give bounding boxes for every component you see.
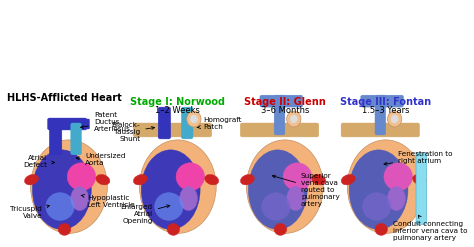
Ellipse shape: [262, 193, 290, 221]
Ellipse shape: [205, 174, 219, 185]
FancyBboxPatch shape: [49, 121, 62, 155]
Text: Stage I: Norwood: Stage I: Norwood: [130, 97, 225, 107]
Text: Stage II: Glenn: Stage II: Glenn: [244, 97, 326, 107]
FancyBboxPatch shape: [380, 95, 403, 107]
FancyBboxPatch shape: [341, 123, 419, 137]
Ellipse shape: [240, 174, 255, 185]
Ellipse shape: [31, 140, 107, 233]
Text: Patent
Ductus
Arteriosus: Patent Ductus Arteriosus: [81, 112, 131, 132]
FancyBboxPatch shape: [133, 123, 212, 137]
Ellipse shape: [375, 224, 387, 235]
FancyBboxPatch shape: [361, 95, 386, 107]
Text: 1–2 Weeks: 1–2 Weeks: [155, 106, 200, 115]
Ellipse shape: [387, 187, 405, 210]
Ellipse shape: [58, 224, 71, 235]
FancyBboxPatch shape: [182, 107, 193, 139]
FancyBboxPatch shape: [416, 153, 427, 225]
Ellipse shape: [139, 140, 216, 233]
Ellipse shape: [274, 224, 287, 235]
Ellipse shape: [387, 111, 402, 127]
Ellipse shape: [347, 140, 424, 233]
FancyBboxPatch shape: [47, 118, 87, 130]
Text: HLHS-Afflicted Heart: HLHS-Afflicted Heart: [7, 93, 122, 103]
Ellipse shape: [96, 174, 110, 185]
Ellipse shape: [176, 163, 205, 191]
Ellipse shape: [287, 111, 301, 127]
FancyBboxPatch shape: [79, 119, 90, 129]
Ellipse shape: [67, 163, 96, 191]
Ellipse shape: [349, 150, 408, 229]
Text: Homograft
Patch: Homograft Patch: [197, 118, 241, 130]
Ellipse shape: [246, 140, 323, 233]
Ellipse shape: [341, 174, 355, 185]
Text: Stage III: Fontan: Stage III: Fontan: [340, 97, 431, 107]
FancyBboxPatch shape: [260, 95, 285, 107]
Ellipse shape: [46, 193, 74, 221]
Text: Fenestration to
right atrium: Fenestration to right atrium: [384, 151, 453, 165]
Text: Hypoplastic
Left Ventricle: Hypoplastic Left Ventricle: [81, 195, 135, 208]
Text: 1.5–3 Years: 1.5–3 Years: [362, 106, 410, 115]
Ellipse shape: [363, 193, 391, 221]
Text: Tricuspid
Valve: Tricuspid Valve: [10, 205, 49, 219]
Text: Conduit connecting
inferior vena cava to
pulmonary artery: Conduit connecting inferior vena cava to…: [393, 215, 467, 241]
Ellipse shape: [283, 163, 311, 191]
Text: Blalock-
Taussig
Shunt: Blalock- Taussig Shunt: [112, 122, 155, 142]
Ellipse shape: [133, 174, 147, 185]
Ellipse shape: [71, 187, 89, 210]
FancyBboxPatch shape: [158, 107, 171, 139]
Ellipse shape: [412, 174, 427, 185]
Ellipse shape: [167, 224, 180, 235]
Ellipse shape: [141, 150, 200, 229]
Ellipse shape: [312, 174, 326, 185]
FancyBboxPatch shape: [280, 95, 303, 107]
Ellipse shape: [391, 115, 398, 123]
Text: Atrial
Defect: Atrial Defect: [24, 155, 55, 168]
Ellipse shape: [384, 163, 412, 191]
Ellipse shape: [287, 187, 304, 210]
Text: 3–6 Months: 3–6 Months: [261, 106, 309, 115]
FancyBboxPatch shape: [375, 95, 386, 135]
Ellipse shape: [180, 187, 198, 210]
Ellipse shape: [187, 111, 201, 127]
Ellipse shape: [190, 115, 198, 123]
FancyBboxPatch shape: [274, 95, 285, 135]
Text: Superior
vena cava
routed to
pulmonary
artery: Superior vena cava routed to pulmonary a…: [273, 173, 340, 207]
Ellipse shape: [248, 150, 307, 229]
Ellipse shape: [25, 174, 38, 185]
Text: Undersized
Aorta: Undersized Aorta: [76, 153, 126, 166]
FancyBboxPatch shape: [71, 123, 82, 155]
Ellipse shape: [290, 115, 297, 123]
Text: Enlarged
Atrial
Opening: Enlarged Atrial Opening: [121, 205, 170, 225]
Ellipse shape: [32, 150, 91, 229]
FancyBboxPatch shape: [240, 123, 319, 137]
Ellipse shape: [155, 193, 183, 221]
